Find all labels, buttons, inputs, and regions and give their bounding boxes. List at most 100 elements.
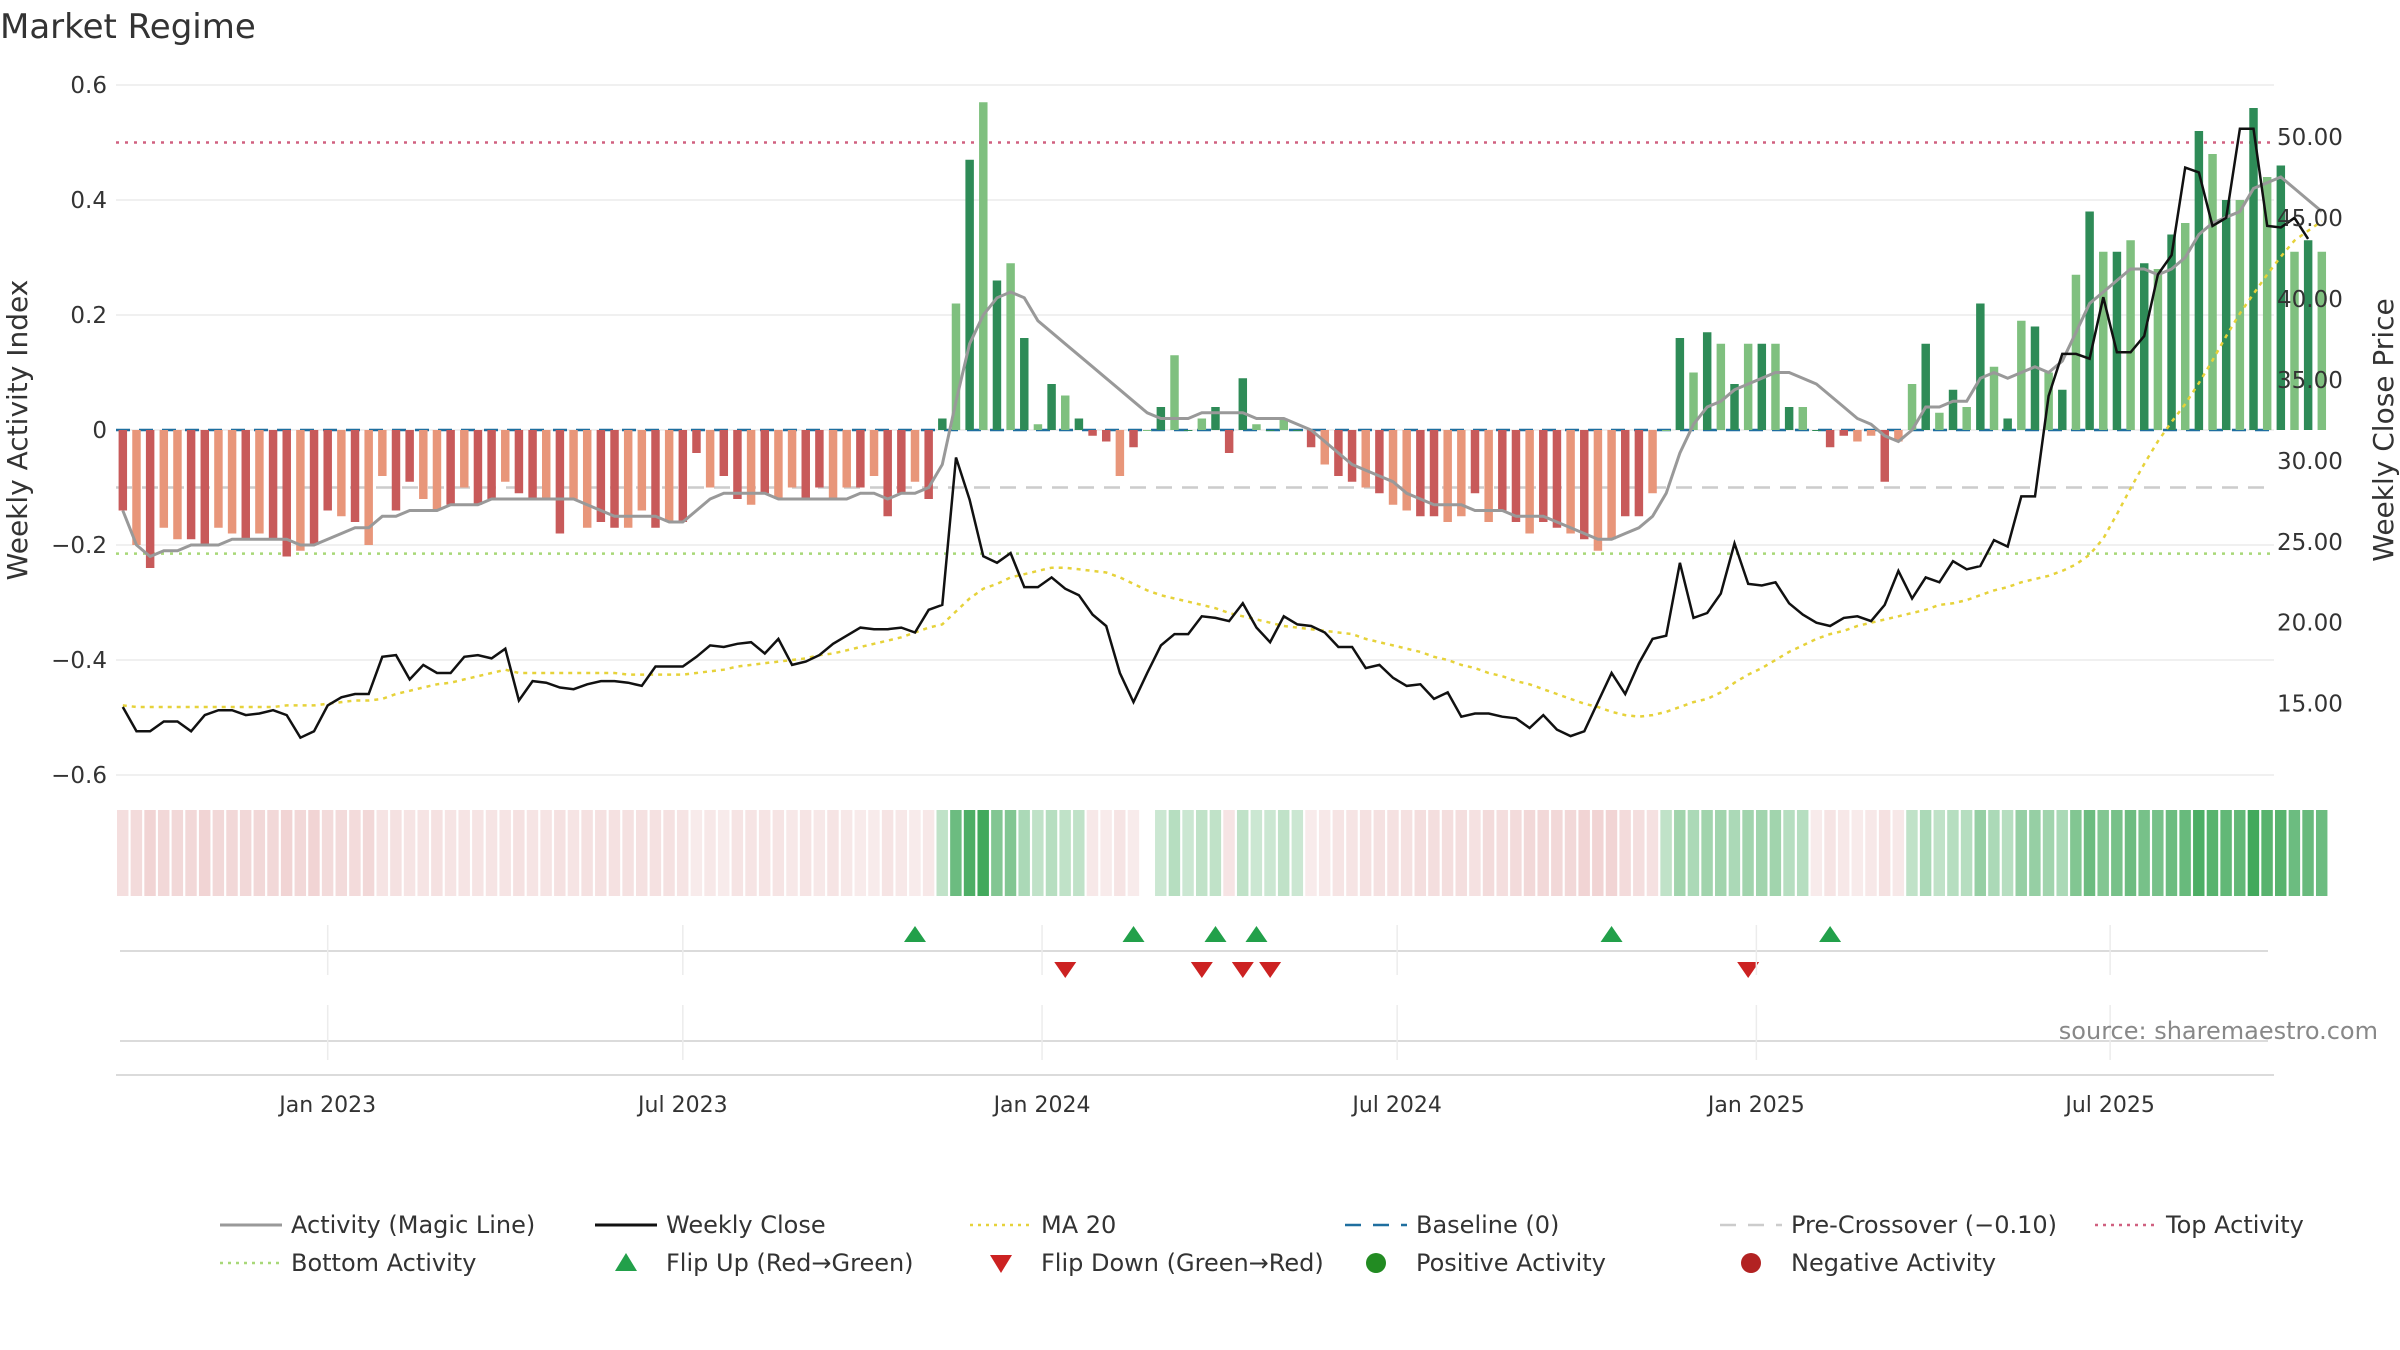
activity-bar — [337, 430, 346, 517]
regime-strip-cell — [1100, 810, 1112, 896]
regime-strip-cell — [157, 810, 170, 896]
activity-bar — [801, 430, 810, 499]
regime-strip-cell — [1209, 810, 1222, 896]
regime-strip-cell — [1291, 810, 1304, 896]
activity-bar — [664, 430, 674, 522]
regime-strip-cell — [1796, 810, 1809, 896]
regime-strip-cell — [936, 810, 948, 896]
regime-strip — [117, 810, 2328, 896]
regime-strip-cell — [1592, 810, 1604, 896]
activity-bar — [2153, 269, 2163, 430]
flip-up-marker — [1204, 926, 1227, 942]
regime-strip-cell — [1660, 810, 1672, 896]
legend-item: Positive Activity — [1366, 1249, 1606, 1277]
flip-up-marker — [1819, 926, 1842, 942]
activity-bar — [1935, 412, 1944, 430]
regime-strip-cell — [1250, 810, 1263, 896]
activity-bar — [350, 430, 360, 522]
activity-bar — [1743, 343, 1753, 430]
regime-strip-cell — [472, 810, 484, 896]
activity-bar — [1757, 343, 1767, 430]
regime-strip-cell — [1878, 810, 1891, 896]
flip-down-marker — [1737, 962, 1760, 978]
activity-bar — [1375, 430, 1384, 494]
regime-strip-cell — [1605, 810, 1618, 896]
activity-bar — [1183, 430, 1193, 431]
regime-strip-cell — [991, 810, 1003, 896]
regime-strip-cell — [1974, 810, 1986, 896]
regime-strip-cell — [1633, 810, 1645, 896]
activity-bar — [610, 430, 619, 528]
activity-bar — [1498, 430, 1507, 511]
regime-strip-cell — [813, 810, 826, 896]
regime-strip-cell — [1277, 810, 1290, 896]
regime-strip-cell — [1824, 810, 1836, 896]
activity-bar — [1621, 430, 1630, 517]
legend-item: Baseline (0) — [1345, 1211, 1559, 1239]
activity-bar — [1921, 343, 1930, 430]
activity-bar — [596, 430, 606, 522]
activity-bar — [241, 430, 250, 540]
right-tick-label: 25.00 — [2277, 530, 2343, 556]
left-tick-label: 0.6 — [70, 73, 107, 99]
activity-bar — [938, 418, 947, 430]
activity-bar — [1457, 430, 1466, 517]
regime-strip-cell — [239, 810, 252, 896]
activity-bar — [842, 430, 851, 488]
regime-strip-cell — [1414, 810, 1426, 896]
regime-strip-cell — [2193, 810, 2205, 896]
regime-strip-cell — [513, 810, 525, 896]
regime-strip-cell — [676, 810, 689, 896]
activity-bar — [1361, 430, 1370, 488]
regime-strip-cell — [567, 810, 580, 896]
regime-strip-cell — [253, 810, 266, 896]
regime-strip-cell — [1960, 810, 1973, 896]
regime-strip-cell — [1045, 810, 1058, 896]
activity-bar — [1293, 430, 1302, 431]
regime-strip-cell — [1510, 810, 1522, 896]
regime-strip-cell — [1073, 810, 1085, 896]
activity-bar — [186, 430, 196, 540]
activity-bar — [528, 430, 537, 499]
legend-label: Weekly Close — [666, 1211, 826, 1239]
activity-bar — [2262, 177, 2272, 430]
activity-bar — [214, 430, 223, 528]
regime-strip-cell — [2261, 810, 2273, 896]
regime-strip-cell — [608, 810, 621, 896]
activity-bar — [1020, 338, 1029, 430]
left-axis-ticks: 0.6 0.4 0.2 0 −0.2 −0.4 −0.6 — [51, 73, 107, 789]
left-axis-label: Weekly Activity Index — [1, 280, 34, 581]
activity-bar — [569, 430, 578, 499]
right-tick-label: 30.00 — [2277, 449, 2343, 475]
activity-bar — [542, 430, 551, 499]
activity-bar — [255, 430, 264, 534]
right-tick-label: 35.00 — [2277, 368, 2343, 394]
activity-bar — [309, 430, 319, 545]
regime-strip-cell — [704, 810, 716, 896]
legend-item: Negative Activity — [1741, 1249, 1996, 1277]
activity-bar — [2290, 251, 2299, 430]
regime-strip-cell — [1837, 810, 1850, 896]
activity-bar — [1197, 418, 1207, 430]
regime-strip-cell — [554, 810, 566, 896]
activity-bar — [1894, 430, 1903, 442]
magic-line — [121, 175, 2323, 559]
regime-strip-cell — [2234, 810, 2246, 896]
regime-strip-cell — [1578, 810, 1590, 896]
activity-bar — [1142, 430, 1152, 431]
regime-strip-cell — [854, 810, 867, 896]
regime-strip-cell — [2206, 810, 2219, 896]
regime-strip-cell — [772, 810, 785, 896]
flip-up-marker — [904, 926, 927, 942]
regime-strip-cell — [280, 810, 293, 896]
left-tick-label: 0 — [92, 418, 107, 444]
activity-bar — [1320, 430, 1329, 465]
regime-strip-cell — [799, 810, 812, 896]
regime-strip-cell — [2138, 810, 2150, 896]
regime-strip-cell — [1264, 810, 1276, 896]
regime-strip-cell — [130, 810, 143, 896]
regime-strip-cell — [117, 810, 129, 896]
regime-strip-cell — [1810, 810, 1823, 896]
activity-bar — [555, 430, 565, 534]
